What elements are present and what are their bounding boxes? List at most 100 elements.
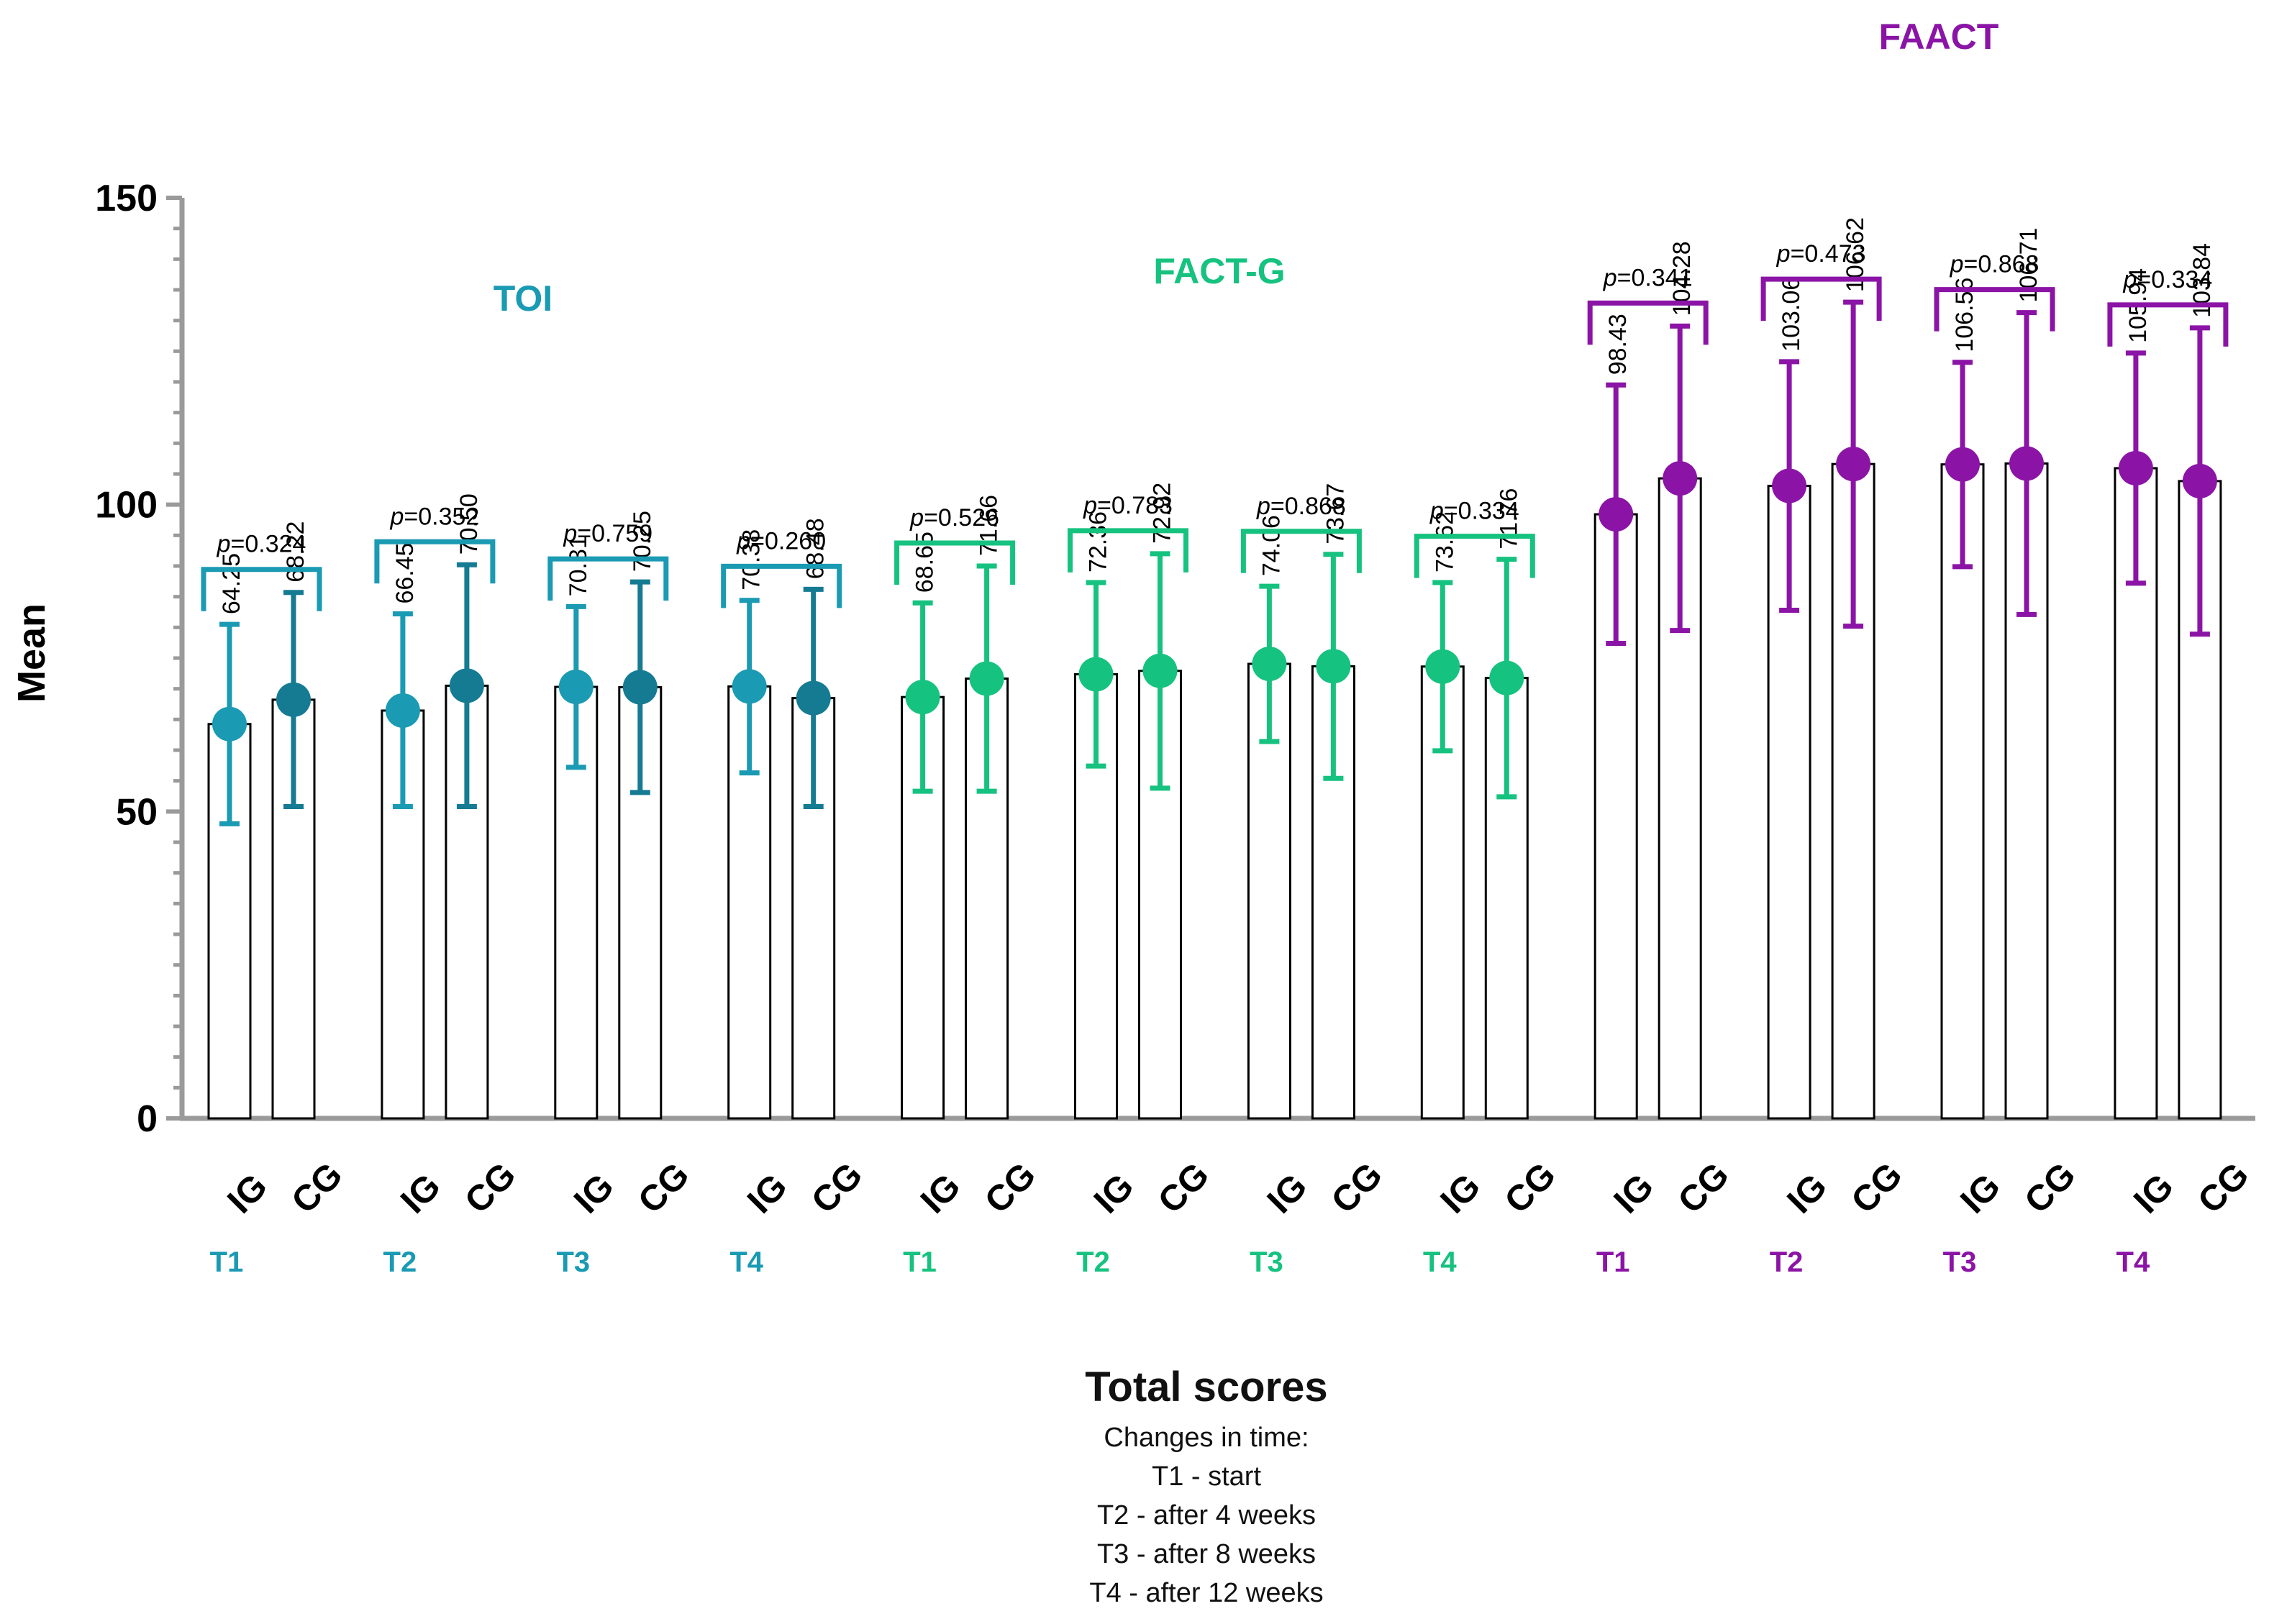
p-symbol: p [1083,492,1097,519]
p-value: =0.783 [1097,492,1173,519]
plot-area: 64.25IG68.22CGp=0.324T166.45IG70.50CGp=0… [201,217,2257,1278]
timepoint-label: T2 [1770,1246,1804,1278]
p-symbol: p [217,531,231,558]
value-label: 70.50 [455,493,483,555]
timepoint-label: T4 [729,1246,763,1278]
value-label: 71.76 [1495,488,1522,549]
value-label: 72.92 [1149,483,1176,544]
p-value: =0.352 [404,503,479,530]
p-symbol: p [736,527,750,555]
timepoint-label: T2 [383,1246,417,1278]
value-label: 98.43 [1604,314,1632,375]
mean-point-ig [558,670,594,705]
value-label: 103.06 [1778,277,1805,352]
y-tick-label: 100 [95,485,158,526]
mean-point-ig [1599,497,1634,532]
p-symbol: p [909,504,924,532]
p-value: =0.868 [1270,493,1346,520]
value-label: 74.06 [1258,515,1285,576]
category-label-ig: IG [219,1166,275,1221]
mean-point-ig [1772,468,1807,503]
mean-point-cg [449,668,484,703]
p-value: =0.526 [924,504,999,532]
mean-point-ig [212,706,247,742]
mean-point-cg [1663,461,1698,496]
p-symbol: p [389,503,404,530]
p-symbol: p [1950,251,1964,278]
mean-point-ig [1945,447,1980,482]
significance-bracket [1414,534,1535,578]
mean-point-cg [1316,649,1351,684]
value-label: 70.38 [738,529,765,590]
significance-bracket [721,563,842,608]
significance-bracket [547,556,669,601]
timepoint-label: T4 [2116,1246,2150,1278]
category-label-cg: CG [1670,1154,1737,1221]
category-label-cg: CG [1150,1154,1217,1221]
group-title-fact-g: FACT-G [1153,251,1285,291]
p-symbol: p [1256,493,1270,520]
p-value: =0.759 [577,520,652,547]
p-value-label: p=0.334 [1429,498,1519,525]
category-label-cg: CG [630,1154,697,1221]
caption-line-t1: T1 - start [1151,1461,1262,1492]
significance-bracket [201,567,322,611]
p-value: =0.473 [1791,240,1866,268]
p-value: =0.341 [1617,264,1693,291]
mean-point-ig [905,680,940,715]
p-value: =0.868 [1963,251,2039,278]
mean-point-ig [732,669,767,704]
caption-line-t3: T3 - after 8 weeks [1096,1539,1317,1569]
category-label-cg: CG [2190,1154,2257,1221]
significance-bracket [1934,287,2055,332]
value-label: 66.45 [391,542,419,603]
group-titles: TOI FACT-G FAACT [494,17,1999,319]
caption-line-t4: T4 - after 12 weeks [1089,1578,1324,1608]
category-label-cg: CG [977,1154,1044,1221]
timepoint-label: T1 [1596,1246,1630,1278]
mean-point-ig [2118,450,2153,485]
category-label-cg: CG [283,1154,350,1221]
significance-bracket [374,539,496,584]
timepoint-label: T4 [1423,1246,1457,1278]
category-label-cg: CG [1843,1154,1910,1221]
timepoint-label: T3 [1943,1246,1977,1278]
mean-point-cg [622,670,658,705]
timepoint-label: T3 [556,1246,590,1278]
category-label-ig: IG [740,1166,795,1221]
p-symbol: p [2122,266,2137,293]
p-value: =0.334 [2137,266,2212,293]
group-title-faact: FAACT [1879,17,1999,57]
y-tick-label: 150 [95,178,158,219]
p-value: =0.260 [750,527,826,555]
significance-bracket [1587,300,1709,345]
y-tick-label: 0 [137,1098,158,1140]
p-symbol: p [1776,240,1791,268]
y-axis: 0 50 100 150 [95,178,2255,1140]
timepoint-label: T1 [903,1246,937,1278]
bar-ig [1420,665,1465,1120]
category-label-ig: IG [1432,1166,1488,1221]
bar-cg [1311,665,1355,1120]
mean-point-ig [1252,647,1287,682]
x-axis-title: Total scores [1085,1364,1328,1410]
value-label: 68.22 [282,521,309,583]
p-value-label: p=0.352 [389,503,479,530]
value-label: 64.25 [218,553,245,614]
value-label: 71.66 [976,495,1003,556]
y-axis-label: Mean [10,603,53,703]
category-label-ig: IG [2126,1166,2181,1221]
mean-point-cg [2182,463,2217,498]
significance-bracket [1068,528,1188,572]
group-title-toi: TOI [494,278,553,319]
significance-bracket [1240,529,1362,573]
category-label-ig: IG [1952,1166,2008,1221]
p-symbol: p [563,520,577,547]
significance-bracket [2107,302,2229,347]
category-label-ig: IG [393,1166,448,1221]
p-value-label: p=0.324 [217,531,306,558]
p-value-label: p=0.526 [909,504,999,532]
value-label: 68.48 [802,518,829,579]
y-tick-label: 50 [116,791,158,833]
